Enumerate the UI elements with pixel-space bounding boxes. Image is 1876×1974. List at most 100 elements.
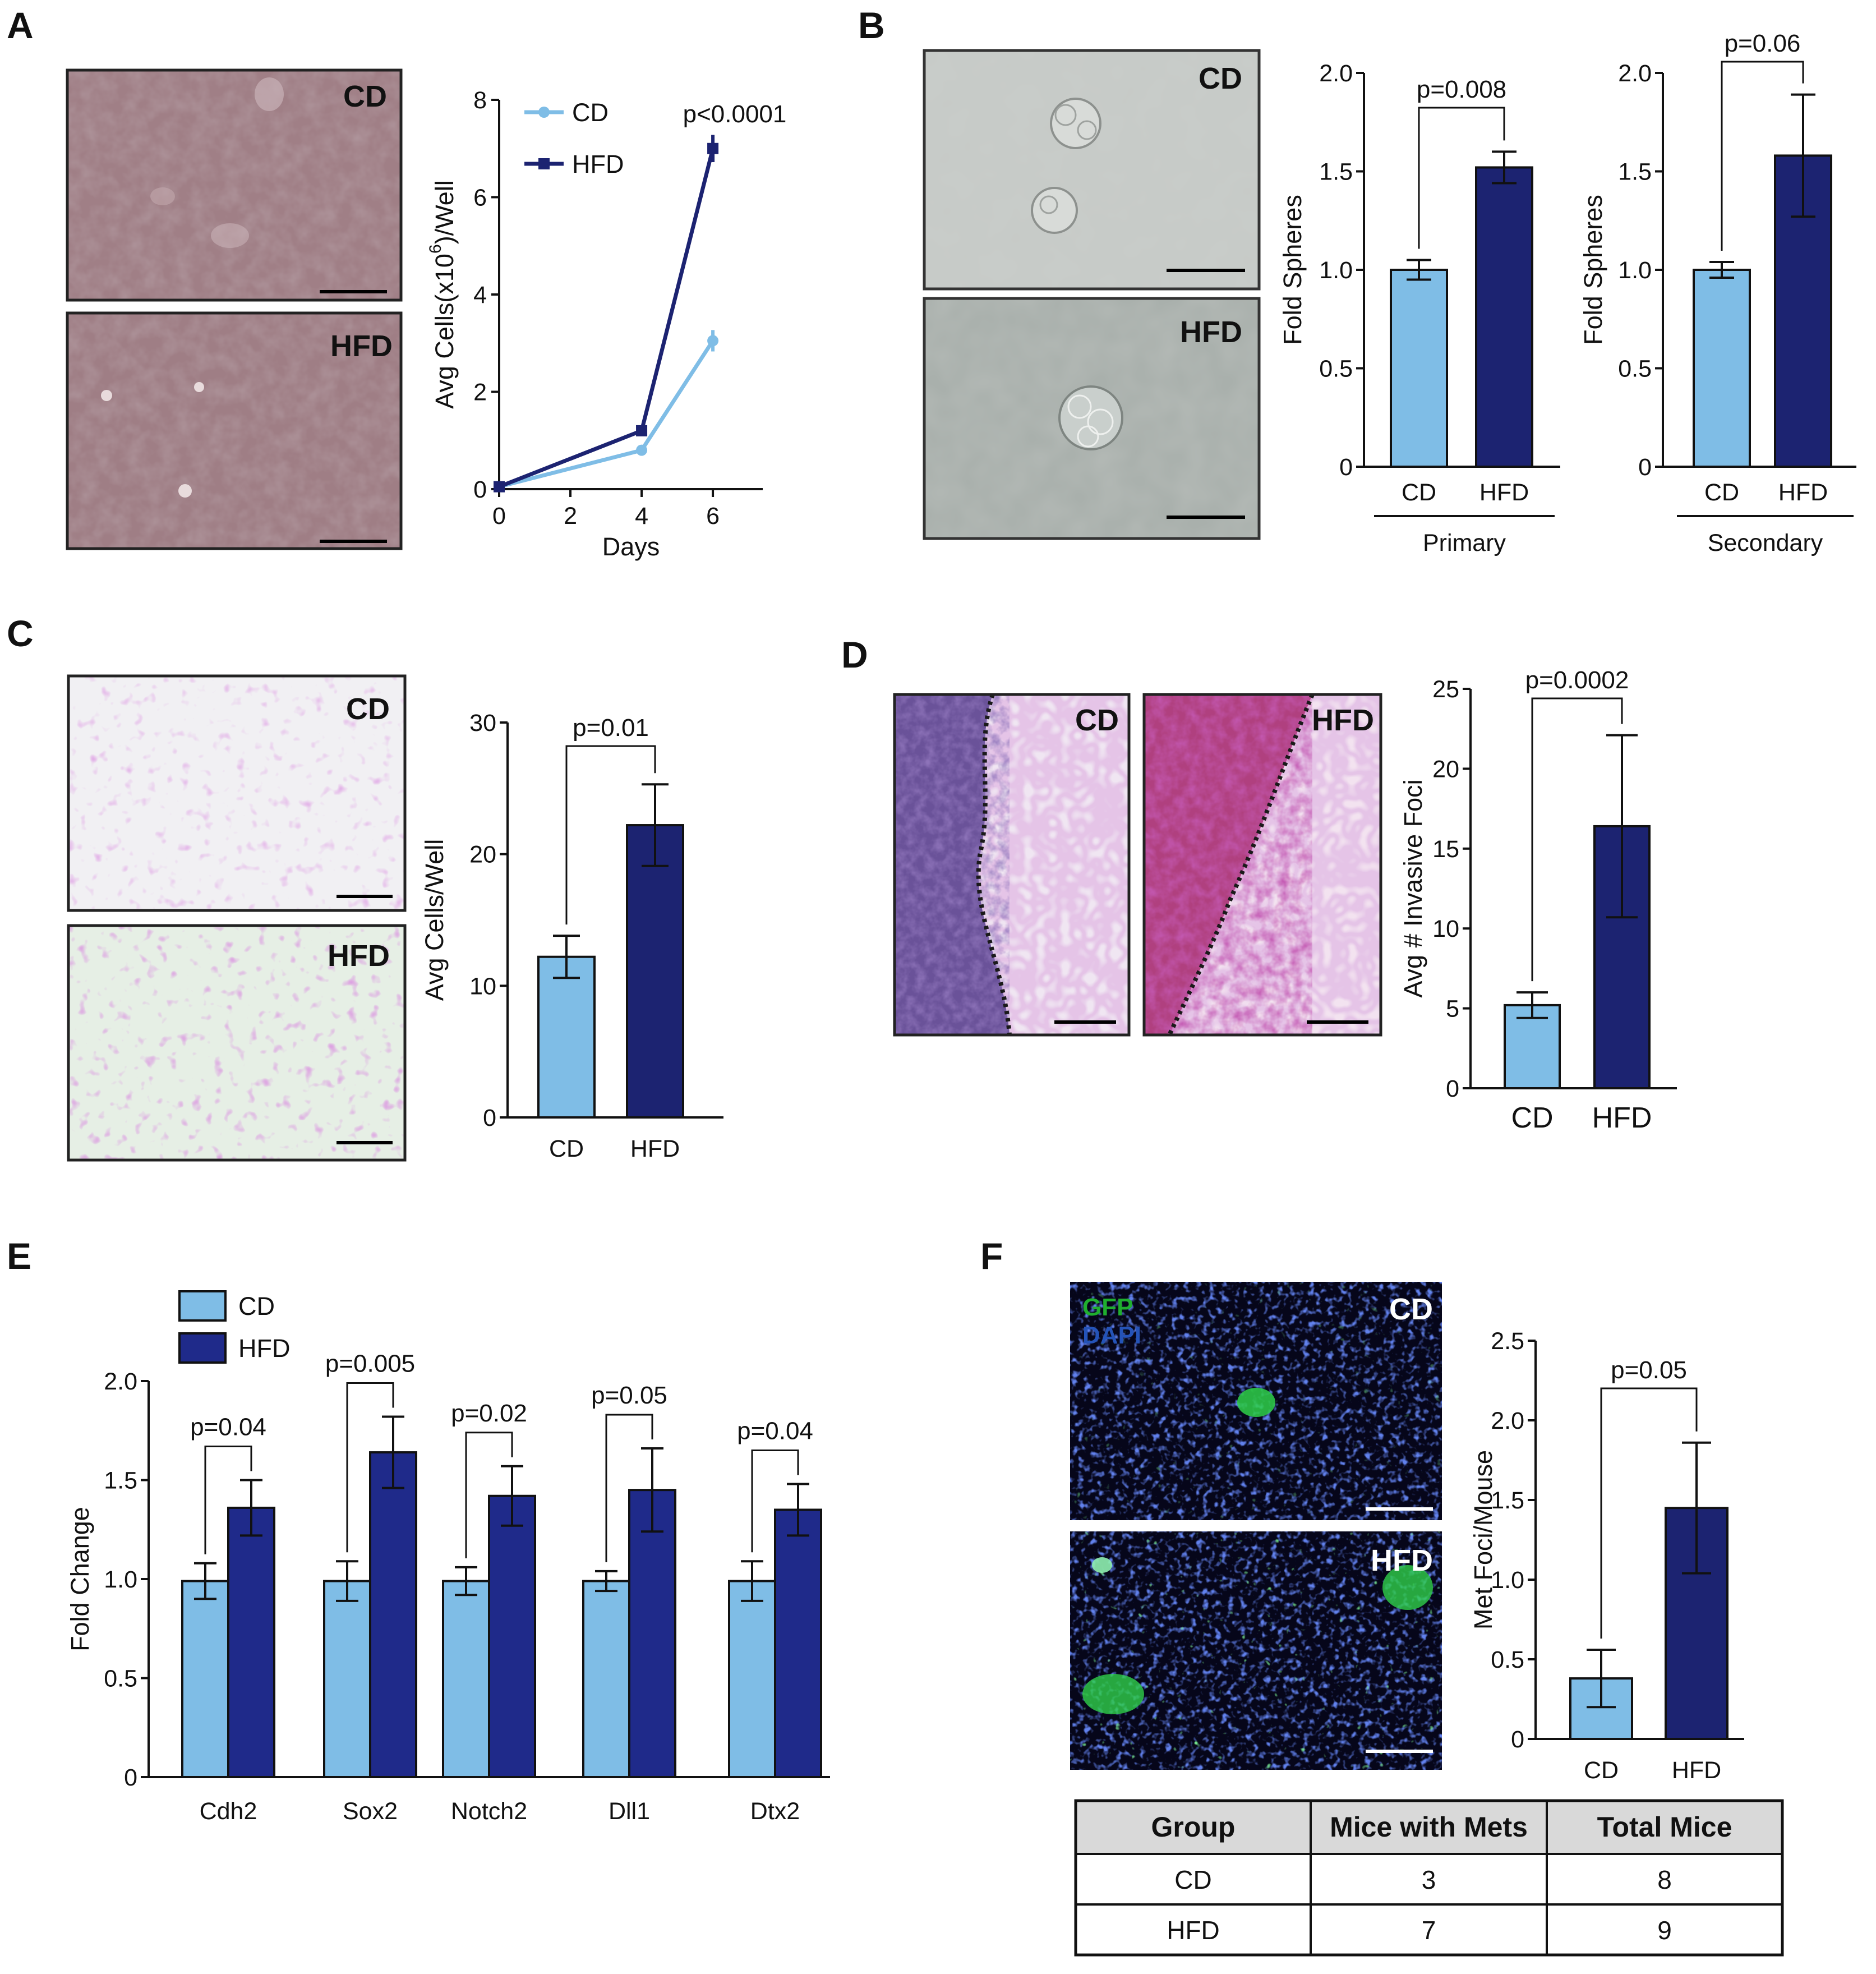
y-tick-label: 6	[473, 185, 487, 211]
micrograph-label-c-cd: CD	[346, 692, 390, 726]
significance-bracket	[1531, 697, 1623, 982]
x-category-label: Dtx2	[750, 1798, 800, 1825]
bar-cd	[1390, 269, 1448, 468]
p-value-label: p=0.02	[451, 1400, 527, 1427]
bar-hfd	[1475, 166, 1533, 468]
y-axis-label: Avg Cells(x106)/Well	[426, 180, 459, 409]
x-category-label: HFD	[1592, 1102, 1652, 1134]
bar-dll1-hfd	[628, 1489, 676, 1778]
panel-label-a: A	[7, 4, 34, 46]
y-tick-label: 2.0	[1491, 1407, 1524, 1434]
bar-hfd	[1593, 825, 1651, 1089]
y-tick-label: 2.5	[1491, 1328, 1524, 1355]
micrograph-f-hfd	[1070, 1531, 1442, 1770]
chart-b-secondary-spheres: 0 0.5 1.0 1.5 2.0 CD HFD p=0.06 Fold Spheres Seco…	[1579, 30, 1856, 556]
micrograph-label-b-hfd: HFD	[1180, 315, 1242, 349]
x-category-label: Cdh2	[200, 1798, 257, 1825]
y-axis-label: Fold Spheres	[1278, 195, 1307, 345]
y-axis-label: Met Foci/Mouse	[1469, 1450, 1497, 1630]
bar-hfd	[626, 824, 684, 1119]
y-tick-label: 1.0	[1491, 1567, 1524, 1594]
legend-swatch-hfd	[178, 1332, 227, 1364]
p-value-label: p=0.04	[737, 1418, 813, 1445]
legend-marker	[538, 158, 550, 169]
significance-bracket	[1418, 107, 1505, 249]
significance-bracket	[1600, 1387, 1698, 1639]
x-category-label: CD	[1402, 479, 1436, 506]
panel-label-b: B	[858, 4, 885, 46]
bar-cd	[537, 955, 596, 1119]
y-axis-label-pre: Avg Cells(x10	[430, 254, 459, 409]
y-tick-label: 4	[473, 282, 487, 309]
series-line-1	[498, 148, 715, 489]
x-category-label: Notch2	[451, 1798, 527, 1825]
micrograph-label-b-cd: CD	[1199, 62, 1242, 95]
x-category-label: Dll1	[609, 1798, 650, 1825]
significance-bracket	[346, 1382, 394, 1553]
bar-cdh2-hfd	[227, 1506, 275, 1778]
micrograph-label-a-hfd: HFD	[330, 329, 393, 363]
x-category-label: CD	[1584, 1757, 1619, 1784]
y-tick-label: 0.5	[1491, 1646, 1524, 1673]
y-tick-label: 0	[483, 1105, 496, 1131]
micrograph-c-cd	[67, 674, 407, 912]
p-value-label: p<0.0001	[683, 100, 787, 128]
table-header-cell: Total Mice	[1597, 1811, 1732, 1843]
x-category-label: HFD	[1479, 479, 1529, 506]
micrograph-d-cd	[893, 693, 1131, 1037]
legend-label-1: HFD	[572, 150, 624, 178]
chart-f-met-foci: 0 0.5 1.0 1.5 2.0 2.5 CD HFD p=0.05 Met Foci/Mous…	[1469, 1328, 1744, 1784]
p-value-label: p=0.01	[573, 714, 649, 742]
micrograph-d-hfd	[1142, 693, 1382, 1037]
y-tick-label: 0	[1511, 1726, 1524, 1753]
p-value-label: p=0.05	[1611, 1356, 1687, 1384]
y-tick-label: 0	[1339, 454, 1353, 481]
y-axis-label: Fold Spheres	[1579, 195, 1607, 345]
y-tick-label: 1.5	[1618, 159, 1652, 186]
micrograph-label-c-hfd: HFD	[328, 939, 390, 973]
legend-swatch-cd	[178, 1290, 227, 1322]
y-tick-label: 2.0	[104, 1368, 137, 1395]
x-axis-label: Days	[602, 532, 660, 561]
micrograph-label-f-dapi: DAPI	[1082, 1322, 1141, 1349]
y-tick-label: 0	[124, 1764, 137, 1791]
x-category-label: CD	[549, 1135, 584, 1162]
y-tick-label: 0.5	[1319, 356, 1353, 383]
x-tick-label: 6	[706, 503, 720, 530]
data-point	[707, 335, 719, 347]
group-label: Secondary	[1708, 530, 1823, 556]
chart-e-gene-expression: 0 0.5 1.0 1.5 2.0 Cdh2 p=0.04 Sox2 p=0.005 Notch2…	[66, 1290, 830, 1825]
chart-d-invasive-foci: 0 5 10 15 20 25 CD HFD p=0.0002 Avg # Invasive Fo…	[1399, 666, 1677, 1134]
y-tick-label: 0	[473, 476, 487, 503]
table-cell: 3	[1422, 1865, 1436, 1894]
bar-dll1-cd	[582, 1580, 630, 1779]
y-tick-label: 2.0	[1319, 60, 1353, 87]
panel-label-c: C	[7, 613, 34, 654]
bar-sox2-cd	[323, 1580, 371, 1779]
bar-notch2-cd	[442, 1580, 490, 1779]
table-header-bg	[1076, 1801, 1782, 1854]
y-tick-label: 25	[1432, 676, 1459, 703]
chart-c-migration: 0 10 20 30 CD HFD p=0.01 Avg Cells/Well	[420, 710, 723, 1162]
micrograph-b-hfd	[923, 297, 1261, 540]
bar-cd	[1693, 269, 1751, 468]
micrograph-a-hfd	[66, 311, 403, 550]
p-value-label: p=0.008	[1417, 76, 1506, 103]
micrograph-label-d-hfd: HFD	[1312, 703, 1374, 737]
y-tick-label: 1.5	[1491, 1487, 1524, 1514]
table-f-mice-with-mets: Group Mice with Mets Total Mice CD 3 8 HFD 7 9	[1074, 1799, 1784, 1957]
panel-label-e: E	[7, 1235, 31, 1277]
y-tick-label: 0	[1446, 1075, 1459, 1102]
table-cell: 8	[1657, 1865, 1672, 1894]
y-axis-label: Avg # Invasive Foci	[1399, 779, 1427, 997]
micrograph-label-f-gfp: GFP	[1082, 1294, 1133, 1321]
x-category-label: HFD	[1672, 1757, 1721, 1784]
p-value-label: p=0.05	[591, 1382, 667, 1409]
x-tick-label: 4	[635, 503, 648, 530]
significance-bracket	[465, 1432, 513, 1558]
y-tick-label: 30	[469, 710, 496, 737]
series-line-0	[499, 339, 715, 489]
bar-cdh2-cd	[181, 1580, 229, 1779]
bar-dtx2-hfd	[774, 1508, 822, 1778]
